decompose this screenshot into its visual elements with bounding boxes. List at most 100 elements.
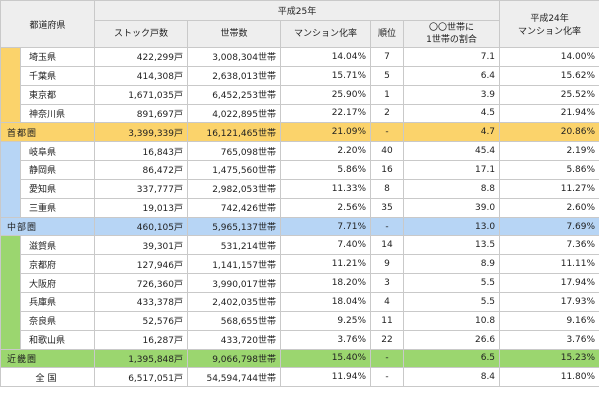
- cell-households: 568,655世帯: [187, 310, 282, 331]
- cell-rank: 1: [370, 84, 405, 105]
- header-stock: ストック戸数: [94, 20, 189, 48]
- cell-households: 2,402,035世帯: [187, 291, 282, 312]
- cell-rate: 22.17%: [280, 103, 372, 124]
- cell-ratio: 5.5: [403, 273, 501, 293]
- cell-h24: 25.52%: [499, 84, 599, 105]
- cell-rate: 15.71%: [280, 65, 372, 86]
- cell-rank: 2: [370, 103, 405, 124]
- group-strip-kinki: [0, 235, 21, 349]
- cell-households: 3,990,017世帯: [187, 273, 282, 293]
- cell-stock: 19,013戸: [94, 197, 189, 218]
- cell-name: 三重県: [19, 197, 96, 218]
- group-strip-capital: [0, 47, 21, 123]
- cell-rate: 18.04%: [280, 291, 372, 312]
- cell-rate: 11.33%: [280, 178, 372, 199]
- cell-rate: 11.21%: [280, 254, 372, 275]
- cell-rate: 2.56%: [280, 197, 372, 218]
- cell-rank: 22: [370, 329, 405, 350]
- cell-ratio: 8.9: [403, 254, 501, 275]
- cell-households: 1,141,157世帯: [187, 254, 282, 275]
- cell-rank: -: [370, 216, 405, 237]
- cell-rate: 7.71%: [280, 216, 372, 237]
- cell-rank: 40: [370, 141, 405, 162]
- cell-rate: 9.25%: [280, 310, 372, 331]
- cell-stock: 52,576戸: [94, 310, 189, 331]
- cell-h24: 3.76%: [499, 329, 599, 350]
- cell-households: 4,022,895世帯: [187, 103, 282, 124]
- cell-rate: 5.86%: [280, 160, 372, 180]
- cell-ratio: 8.8: [403, 178, 501, 199]
- cell-ratio: 13.5: [403, 235, 501, 256]
- cell-households: 531,214世帯: [187, 235, 282, 256]
- cell-rate: 21.09%: [280, 122, 372, 143]
- header-households: 世帯数: [187, 20, 282, 48]
- header-h25: 平成25年: [94, 0, 501, 21]
- cell-households: 742,426世帯: [187, 197, 282, 218]
- cell-stock: 16,843戸: [94, 141, 189, 162]
- header-rank: 順位: [370, 20, 405, 48]
- cell-h24: 11.80%: [499, 367, 599, 388]
- cell-households: 765,098世帯: [187, 141, 282, 162]
- cell-name: 千葉県: [19, 65, 96, 86]
- cell-national-name: 全国: [0, 367, 96, 388]
- cell-h24: 17.93%: [499, 291, 599, 312]
- cell-name: 兵庫県: [19, 291, 96, 312]
- cell-ratio: 45.4: [403, 141, 501, 162]
- cell-rank: 4: [370, 291, 405, 312]
- mansion-rate-table: 都道府県 平成25年 平成24年 マンション化率 ストック戸数 世帯数 マンショ…: [0, 0, 599, 388]
- cell-stock: 6,517,051戸: [94, 367, 189, 388]
- header-ratio: 〇〇世帯に 1世帯の割合: [403, 20, 501, 48]
- table-row: 京都府 127,946戸 1,141,157世帯 11.21% 9 8.9 11…: [1, 254, 599, 275]
- cell-name: 東京都: [19, 84, 96, 105]
- subtotal-row-chubu: 中部圏 460,105戸 5,965,137世帯 7.71% - 13.0 7.…: [0, 216, 599, 237]
- cell-ratio: 13.0: [403, 216, 501, 237]
- cell-h24: 14.00%: [499, 47, 599, 67]
- cell-rank: -: [370, 348, 405, 369]
- subtotal-row-capital: 首都圏 3,399,339戸 16,121,465世帯 21.09% - 4.7…: [0, 122, 599, 143]
- cell-name: 愛知県: [19, 178, 96, 199]
- cell-h24: 7.36%: [499, 235, 599, 256]
- cell-stock: 39,301戸: [94, 235, 189, 256]
- cell-h24: 11.27%: [499, 178, 599, 199]
- cell-households: 6,452,253世帯: [187, 84, 282, 105]
- header-ratio-line1: 〇〇世帯に: [429, 23, 475, 33]
- cell-h24: 9.16%: [499, 310, 599, 331]
- cell-rank: 3: [370, 273, 405, 293]
- cell-rank: 35: [370, 197, 405, 218]
- cell-h24: 11.11%: [499, 254, 599, 275]
- cell-name: 和歌山県: [19, 329, 96, 350]
- cell-h24: 5.86%: [499, 160, 599, 180]
- cell-name: 大阪府: [19, 273, 96, 293]
- header-h24-rate: 平成24年 マンション化率: [499, 0, 599, 48]
- cell-ratio: 26.6: [403, 329, 501, 350]
- table-row: 岐阜県 16,843戸 765,098世帯 2.20% 40 45.4 2.19…: [0, 141, 599, 218]
- cell-ratio: 6.5: [403, 348, 501, 369]
- header-h24-line2: マンション化率: [518, 27, 582, 37]
- table-row: 奈良県 52,576戸 568,655世帯 9.25% 11 10.8 9.16…: [1, 310, 599, 331]
- cell-rate: 7.40%: [280, 235, 372, 256]
- cell-ratio: 17.1: [403, 160, 501, 180]
- cell-rank: -: [370, 122, 405, 143]
- cell-stock: 127,946戸: [94, 254, 189, 275]
- cell-region-name: 中部圏: [0, 216, 96, 237]
- cell-stock: 1,671,035戸: [94, 84, 189, 105]
- cell-name: 京都府: [19, 254, 96, 275]
- cell-stock: 414,308戸: [94, 65, 189, 86]
- cell-rate: 14.04%: [280, 47, 372, 67]
- cell-rate: 18.20%: [280, 273, 372, 293]
- cell-households: 9,066,798世帯: [187, 348, 282, 369]
- cell-rank: 8: [370, 178, 405, 199]
- cell-ratio: 7.1: [403, 47, 501, 67]
- cell-stock: 3,399,339戸: [94, 122, 189, 143]
- table-row: 東京都 1,671,035戸 6,452,253世帯 25.90% 1 3.9 …: [1, 84, 599, 105]
- table-row: 静岡県 86,472戸 1,475,560世帯 5.86% 16 17.1 5.…: [1, 160, 599, 180]
- cell-ratio: 3.9: [403, 84, 501, 105]
- table-row: 兵庫県 433,378戸 2,402,035世帯 18.04% 4 5.5 17…: [1, 291, 599, 312]
- cell-name: 静岡県: [19, 160, 96, 180]
- cell-stock: 337,777戸: [94, 178, 189, 199]
- cell-rank: 14: [370, 235, 405, 256]
- cell-h24: 15.62%: [499, 65, 599, 86]
- cell-rank: 7: [370, 47, 405, 67]
- table-row: 千葉県 414,308戸 2,638,013世帯 15.71% 5 6.4 15…: [1, 65, 599, 86]
- cell-households: 2,982,053世帯: [187, 178, 282, 199]
